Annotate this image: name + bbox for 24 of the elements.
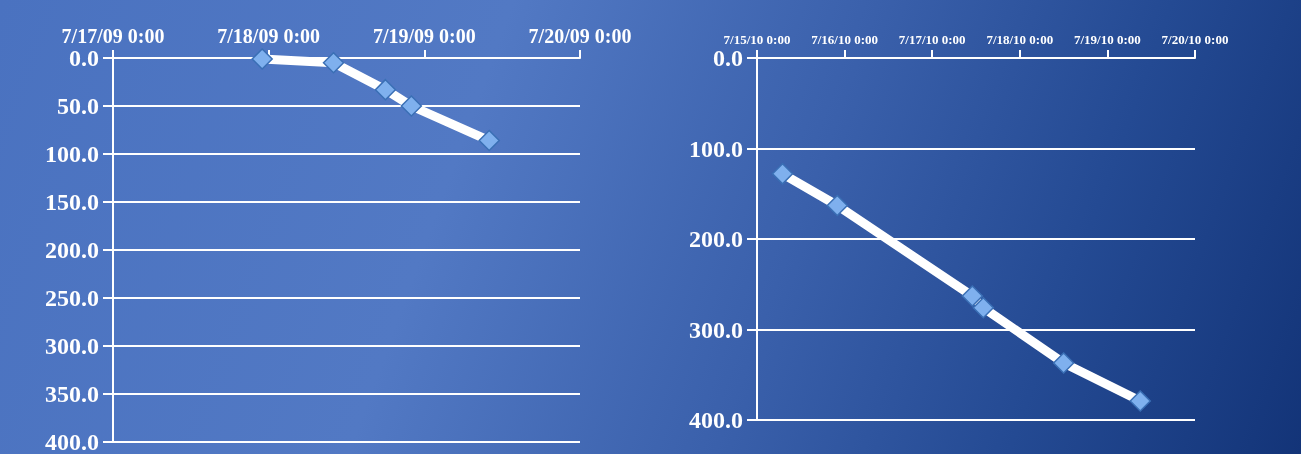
- y-tick-label: 200.0: [689, 226, 743, 252]
- x-tick-label: 7/20/10 0:00: [1161, 32, 1229, 47]
- y-tick-label: 100.0: [45, 141, 99, 167]
- x-tick-label: 7/18/10 0:00: [986, 32, 1054, 47]
- y-tick-label: 250.0: [45, 285, 99, 311]
- x-tick-label: 7/17/09 0:00: [61, 25, 165, 47]
- x-tick-label: 7/20/09 0:00: [528, 25, 632, 47]
- y-tick-label: 150.0: [45, 189, 99, 215]
- x-tick-label: 7/19/09 0:00: [372, 25, 476, 47]
- y-tick-label: 400.0: [45, 429, 99, 454]
- y-tick-label: 100.0: [689, 135, 743, 162]
- y-tick-label: 350.0: [45, 381, 99, 407]
- x-tick-label: 7/18/09 0:00: [217, 25, 321, 47]
- y-tick-label: 200.0: [45, 237, 99, 263]
- y-tick-label: 0.0: [69, 45, 99, 71]
- y-tick-label: 0.0: [713, 45, 743, 71]
- x-tick-label: 7/16/10 0:00: [811, 32, 879, 47]
- x-tick-label: 7/19/10 0:00: [1073, 32, 1141, 47]
- y-tick-label: 400.0: [689, 407, 743, 433]
- y-tick-label: 300.0: [689, 316, 743, 343]
- x-tick-label: 7/17/10 0:00: [898, 32, 966, 47]
- x-tick-label: 7/15/10 0:00: [723, 32, 791, 47]
- y-tick-label: 300.0: [45, 333, 99, 359]
- y-tick-label: 50.0: [57, 93, 99, 119]
